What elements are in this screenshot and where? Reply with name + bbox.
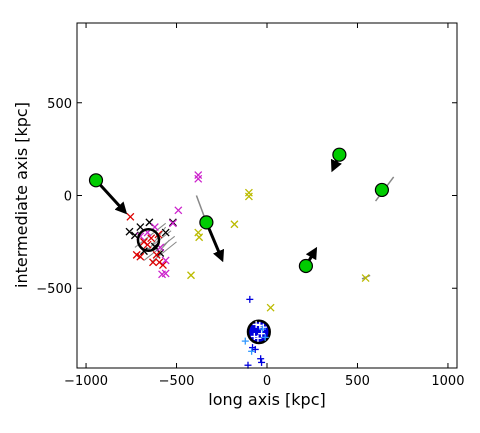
- x-marker: [168, 218, 177, 227]
- x-marker-stroke: [194, 228, 203, 237]
- x-marker-stroke: [174, 206, 183, 215]
- x-marker: [194, 174, 203, 183]
- y-tick-label: −500: [36, 282, 72, 297]
- x-marker: [136, 252, 145, 261]
- x-marker-stroke: [152, 250, 161, 259]
- x-marker-stroke: [161, 256, 170, 265]
- x-marker-stroke: [244, 188, 253, 197]
- x-marker-stroke: [194, 174, 203, 183]
- x-tick-label: −500: [159, 374, 195, 389]
- x-marker: [187, 271, 195, 280]
- plus-marker: [251, 345, 259, 353]
- x-marker: [143, 240, 152, 249]
- x-marker-stroke: [145, 218, 154, 227]
- x-marker-stroke: [168, 219, 177, 228]
- x-marker: [168, 219, 177, 228]
- x-marker-stroke: [230, 220, 239, 229]
- x-marker: [152, 250, 161, 259]
- x-marker: [136, 223, 145, 231]
- x-marker-stroke: [168, 218, 177, 227]
- x-marker-stroke: [361, 274, 370, 282]
- x-marker: [244, 192, 253, 201]
- plot-area-background: [77, 23, 457, 368]
- plus-marker: [248, 347, 256, 355]
- x-marker-stroke: [126, 212, 135, 221]
- marks-layer: [88, 147, 395, 369]
- x-marker: [161, 269, 170, 278]
- x-tick-label: −1000: [64, 374, 108, 389]
- plus-marker: [261, 333, 269, 341]
- gray-trail-line: [150, 241, 177, 263]
- ticks-layer: −1000 −500 0 500 1000 −500 0 500: [36, 23, 464, 389]
- x-tick-label: 1000: [431, 374, 464, 389]
- galaxy-marker: [298, 258, 314, 274]
- galaxy-marker: [332, 147, 347, 162]
- galaxy-marker: [88, 173, 104, 188]
- x-marker: [147, 234, 156, 243]
- x-marker: [244, 188, 253, 197]
- x-marker-stroke: [195, 233, 204, 242]
- x-marker-stroke: [147, 234, 156, 243]
- plus-marker: [250, 332, 258, 340]
- x-marker-stroke: [266, 303, 275, 312]
- y-axis-title: intermediate axis [kpc]: [12, 102, 31, 288]
- plus-marker: [241, 337, 249, 345]
- x-marker: [161, 256, 170, 265]
- x-marker-stroke: [158, 261, 167, 270]
- x-marker: [195, 233, 204, 242]
- plus-marker: [252, 320, 260, 328]
- x-tick-label: 500: [345, 374, 370, 389]
- plus-marker: [258, 358, 266, 366]
- x-marker-stroke: [149, 258, 157, 267]
- x-marker-stroke: [139, 247, 148, 256]
- x-marker: [361, 274, 370, 282]
- x-marker-stroke: [194, 171, 203, 180]
- x-marker: [230, 220, 239, 229]
- y-tick-label: 0: [64, 190, 72, 205]
- plus-marker: [254, 334, 262, 342]
- x-marker-stroke: [143, 240, 152, 249]
- galaxy-marker: [199, 215, 214, 230]
- plus-marker: [256, 321, 264, 329]
- plus-marker: [258, 330, 266, 338]
- x-marker-stroke: [125, 227, 134, 236]
- x-marker-stroke: [156, 243, 165, 252]
- x-marker: [126, 212, 135, 221]
- plus-marker: [258, 325, 266, 333]
- plus-marker: [257, 355, 265, 363]
- x-marker-stroke: [187, 271, 195, 280]
- x-marker-stroke: [132, 250, 141, 259]
- plus-marker: [246, 295, 254, 303]
- x-axis-title: long axis [kpc]: [208, 390, 325, 409]
- galaxy-marker: [374, 182, 390, 198]
- x-tick-label: 0: [263, 374, 271, 389]
- x-marker: [161, 228, 170, 237]
- x-marker: [174, 206, 183, 215]
- x-marker-stroke: [244, 192, 253, 201]
- group-circle-open: [136, 228, 161, 253]
- x-marker-stroke: [161, 269, 170, 278]
- x-marker: [266, 303, 275, 312]
- x-marker: [149, 258, 157, 267]
- x-marker: [125, 227, 134, 236]
- y-tick-label: 500: [47, 97, 72, 112]
- x-marker-stroke: [136, 252, 145, 261]
- x-marker-stroke: [161, 228, 170, 237]
- x-marker: [158, 261, 167, 270]
- x-marker-stroke: [136, 223, 145, 231]
- x-marker: [194, 171, 203, 180]
